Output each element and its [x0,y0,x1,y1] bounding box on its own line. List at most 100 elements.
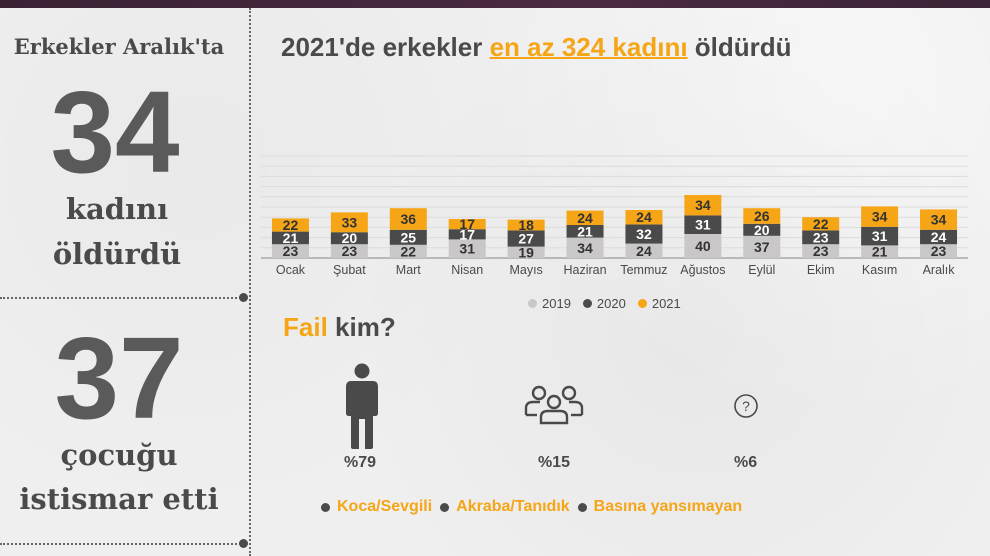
horizontal-divider [0,543,244,545]
percentage-unreported: %6 [734,454,758,471]
bar-segment-2019 [743,235,781,258]
x-tick-label: Ocak [276,263,306,277]
bar-segment-2019 [507,246,545,258]
bar-segment-2019 [861,245,899,258]
legend-dot [440,502,450,512]
bar-segment-2020 [684,215,722,234]
data-label-2020: 21 [577,223,593,239]
bar-segment-2019 [625,243,663,258]
bar-segment-2020 [448,229,486,240]
svg-text:?: ? [742,398,750,414]
bar-segment-2020 [271,231,309,245]
legend-dot [321,502,330,512]
legend-dot [577,502,587,512]
x-tick-label: Aralık [923,263,956,277]
children-abused-number: 37 [54,313,184,443]
legend-label-2021: 2021 [651,296,681,311]
legend-item-2020: 2020 [582,296,626,311]
chart-legend: 2019 2020 2021 [528,296,681,311]
data-label-2021: 22 [813,216,829,232]
data-label-2021: 26 [754,208,770,224]
data-label-2020: 25 [401,229,417,245]
data-label-2021: 36 [401,211,417,227]
data-label-2021: 34 [872,209,888,225]
bar-segment-2019 [920,244,958,258]
children-abused-word-2: istismar etti [19,482,219,516]
legend-item-2019: 2019 [528,296,571,311]
group-icon [523,385,587,430]
bar-segment-2021 [271,218,309,232]
legend-label-unreported: Basına yansımayan [593,498,743,515]
x-tick-label: Haziran [564,263,607,277]
bar-segment-2020 [861,226,899,246]
x-tick-label: Ağustos [680,263,725,277]
bar-segment-2019 [566,237,604,258]
x-tick-label: Temmuz [620,263,667,277]
horizontal-divider [0,297,244,299]
data-label-2020: 17 [459,226,475,242]
data-label-2020: 20 [754,222,770,238]
legend-label-relative: Akraba/Tanıdık [456,498,570,515]
data-label-2020: 21 [283,230,299,246]
bar-segment-2021 [566,210,604,225]
divider-dot [239,539,248,548]
chart-title-suffix: öldürdü [687,32,792,62]
legend-label-2020: 2020 [596,296,626,311]
data-label-2021: 24 [577,210,593,226]
legend-label-partner: Koca/Sevgili [337,498,433,515]
data-label-2021: 24 [636,209,652,225]
bar-segment-2019 [330,244,368,258]
x-tick-label: Şubat [333,263,366,277]
x-tick-label: Kasım [862,263,897,277]
bar-segment-2020 [920,229,958,245]
perpetrator-legend: Koca/Sevgili Akraba/Tanıdık Basına yansı… [321,498,742,516]
bar-segment-2021 [684,195,722,216]
x-tick-label: Nisan [451,263,483,277]
x-tick-label: Eylül [748,263,775,277]
data-label-2020: 27 [518,231,534,247]
perpetrator-title: Fail kim? [283,312,396,343]
legend-swatch-2020 [582,299,592,308]
data-label-2021: 22 [283,217,299,233]
bar-segment-2019 [802,244,840,258]
bar-segment-2021 [920,209,958,230]
data-label-2019: 31 [459,241,475,257]
bar-segment-2021 [448,219,486,230]
perpetrator-title-highlight: Fail [283,312,328,342]
data-label-2019: 23 [342,243,358,259]
bar-segment-2021 [330,212,368,233]
data-label-2019: 24 [636,243,652,259]
bar-segment-2020 [743,223,781,236]
bar-segment-2019 [684,234,722,258]
data-label-2021: 18 [518,217,534,233]
bar-segment-2020 [625,224,663,244]
bar-segment-2021 [507,219,545,231]
percentage-partner: %79 [344,454,377,471]
data-label-2019: 23 [931,243,947,259]
bar-segment-2021 [861,206,899,227]
women-killed-number: 34 [50,67,180,197]
data-label-2020: 23 [813,229,829,245]
data-label-2019: 19 [518,244,534,260]
legend-item-unreported: Basına yansımayan [577,498,743,516]
legend-item-partner: Koca/Sevgili [321,498,432,516]
data-label-2020: 20 [342,230,358,246]
data-label-2021: 33 [342,214,358,230]
data-label-2019: 22 [401,243,417,259]
data-label-2021: 34 [695,197,711,213]
legend-label-2019: 2019 [542,296,571,311]
legend-swatch-2019 [528,299,537,308]
x-tick-label: Mart [396,263,422,277]
data-label-2019: 23 [813,243,829,259]
divider-dot [239,293,248,302]
bar-segment-2020 [507,230,545,247]
legend-item-2021: 2021 [637,296,681,311]
women-killed-word-2: öldürdü [52,237,182,271]
data-label-2019: 34 [577,240,593,256]
chart-title-highlight: en az 324 kadını [489,32,688,62]
bar-segment-2019 [389,244,427,258]
data-label-2020: 31 [695,217,711,233]
x-tick-label: Ekim [807,263,835,277]
left-summary: Erkekler Aralık'ta 34 kadını öldürdü 37 … [0,8,250,556]
